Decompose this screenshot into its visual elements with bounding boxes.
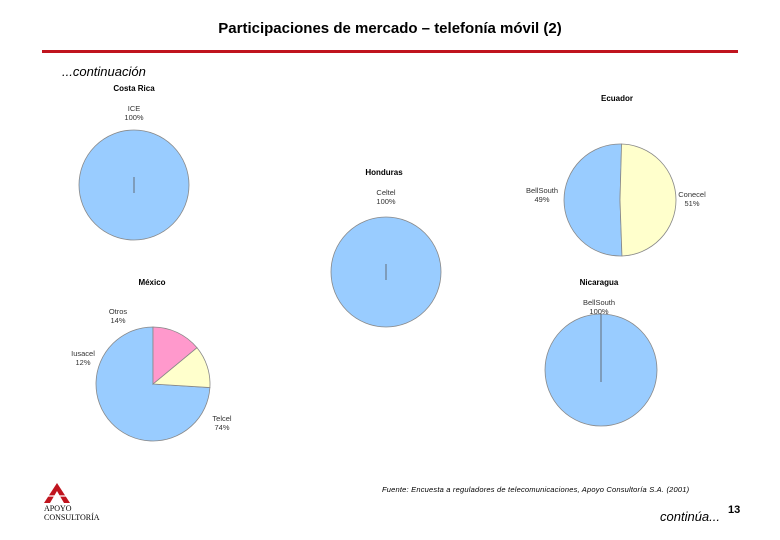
page-number: 13 [728,504,741,516]
slice-label-celtel: Celtel 100% [376,188,396,206]
slice-label-bellsouth: BellSouth 49% [526,186,558,204]
pie-chart-mexico: México Telcel 74% Iusacel 12% Otros 14% [71,278,232,442]
pie-slice-bellsouth [619,143,677,257]
slice-label-telcel: Telcel 74% [212,414,232,432]
pie-chart-ecuador: Ecuador Conecel 51% BellSouth 49% [526,94,706,257]
source-note: Fuente: Encuesta a reguladores de teleco… [382,485,690,494]
slice-label-otros: Otros 14% [109,307,128,325]
slice-label-iusacel: Iusacel 12% [71,349,95,367]
chart-title: Honduras [365,168,403,177]
slice-label-conecel: Conecel 51% [678,190,706,208]
pie-chart-honduras: Honduras Celtel 100% [330,168,442,328]
pie-chart-costa-rica: Costa Rica ICE 100% [78,84,190,241]
slice-label-bellsouth: BellSouth 100% [583,298,615,316]
logo-line1: APOYO [44,504,72,513]
page-title: Participaciones de mercado – telefonía m… [218,20,562,37]
chart-title: México [138,278,165,287]
logo-line2: CONSULTORÍA [44,513,100,522]
apoyo-logo [42,482,112,526]
apoyo-logo-text: APOYO CONSULTORÍA [44,504,100,522]
chart-title: Nicaragua [580,278,619,287]
chart-title: Costa Rica [113,84,155,93]
continuation-label: ...continuación [62,64,146,79]
apoyo-logo-icon [44,483,70,503]
slice-label-ice: ICE 100% [124,104,144,122]
chart-title: Ecuador [601,94,633,103]
pie-slice-otros [152,326,198,385]
pie-slice-conecel [563,143,623,257]
continues-label: continúa... [660,509,720,524]
title-divider [42,50,738,53]
pie-chart-nicaragua: Nicaragua BellSouth 100% [544,278,658,427]
